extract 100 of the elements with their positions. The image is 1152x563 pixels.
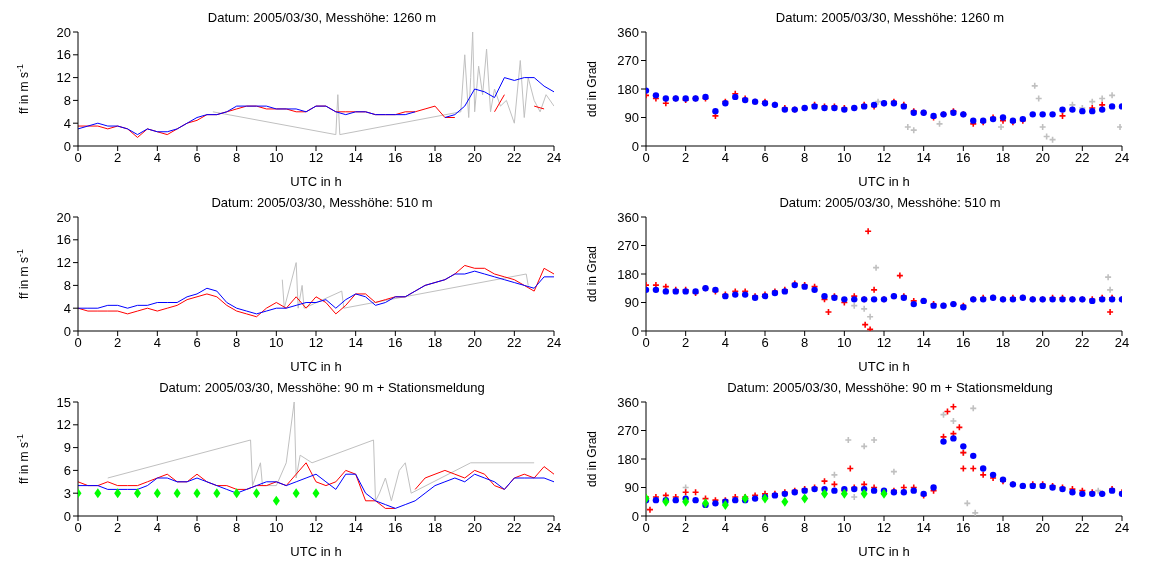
y-tick-label: 90 [624, 480, 639, 496]
y-tick-label: 4 [63, 115, 71, 131]
x-tick-label: 20 [467, 150, 482, 166]
x-tick-label: 4 [153, 520, 161, 536]
y-tick-label: 90 [624, 295, 639, 311]
chart-title: Datum: 2005/03/30, Messhöhe: 90 m + Stationsmeldung [159, 380, 485, 395]
x-tick-label: 18 [427, 520, 443, 536]
x-tick-label: 8 [801, 150, 809, 166]
x-tick-label: 12 [308, 150, 324, 166]
x-tick-label: 2 [114, 520, 122, 536]
x-tick-label: 0 [74, 335, 82, 351]
x-tick-label: 0 [74, 520, 82, 536]
x-tick-label: 16 [956, 150, 971, 166]
y-tick-label: 180 [617, 81, 639, 97]
x-tick-label: 22 [507, 335, 522, 351]
x-tick-label: 24 [1114, 520, 1130, 536]
x-tick-label: 6 [761, 520, 769, 536]
x-tick-label: 20 [467, 335, 482, 351]
y-tick-label: 4 [63, 300, 71, 316]
x-tick-label: 16 [388, 150, 403, 166]
x-tick-label: 20 [467, 520, 482, 536]
x-tick-label: 22 [507, 520, 522, 536]
x-tick-label: 8 [801, 335, 809, 351]
x-tick-label: 14 [916, 335, 931, 351]
x-tick-label: 24 [1114, 150, 1130, 166]
y-tick-label: 8 [63, 93, 71, 109]
x-tick-label: 4 [721, 335, 729, 351]
x-tick-label: 2 [114, 150, 122, 166]
x-tick-label: 8 [801, 520, 809, 536]
x-tick-label: 2 [682, 520, 690, 536]
x-tick-label: 16 [388, 520, 403, 536]
chart-title: Datum: 2005/03/30, Messhöhe: 510 m [779, 195, 1001, 210]
y-tick-label: 360 [617, 394, 639, 410]
x-axis-title: UTC in h [290, 544, 342, 559]
x-tick-label: 22 [1075, 335, 1090, 351]
y-tick-label: 0 [631, 508, 639, 524]
x-tick-label: 4 [721, 520, 729, 536]
y-tick-label: 360 [617, 24, 639, 40]
y-tick-label: 0 [63, 508, 71, 524]
x-axis-title: UTC in h [858, 544, 910, 559]
y-axis-title: dd in Grad [585, 60, 599, 118]
x-tick-label: 18 [995, 520, 1011, 536]
x-tick-label: 6 [761, 335, 769, 351]
y-tick-label: 180 [617, 451, 639, 467]
x-tick-label: 10 [269, 520, 284, 536]
x-tick-label: 14 [916, 150, 931, 166]
chart-title: Datum: 2005/03/30, Messhöhe: 1260 m [775, 10, 1005, 25]
y-tick-label: 20 [56, 24, 71, 40]
x-tick-label: 10 [269, 150, 284, 166]
y-tick-label: 3 [63, 485, 71, 501]
x-tick-label: 4 [153, 150, 161, 166]
y-tick-label: 12 [56, 70, 71, 86]
x-tick-label: 14 [916, 520, 931, 536]
y-tick-label: 0 [63, 138, 71, 154]
x-tick-label: 8 [233, 335, 241, 351]
x-tick-label: 14 [348, 520, 363, 536]
x-tick-label: 0 [642, 520, 650, 536]
x-tick-label: 2 [682, 335, 690, 351]
x-tick-label: 4 [721, 150, 729, 166]
x-tick-label: 6 [193, 150, 201, 166]
y-tick-label: 90 [624, 110, 639, 126]
y-axis-title: dd in Grad [585, 245, 599, 303]
x-tick-label: 4 [153, 335, 161, 351]
x-tick-label: 2 [114, 335, 122, 351]
x-tick-label: 16 [956, 335, 971, 351]
x-tick-label: 16 [956, 520, 971, 536]
x-tick-label: 12 [876, 150, 892, 166]
x-tick-label: 10 [837, 520, 852, 536]
x-tick-label: 20 [1035, 335, 1050, 351]
y-tick-label: 12 [56, 255, 71, 271]
y-axis-title: dd in Grad [585, 430, 599, 488]
x-tick-label: 10 [837, 335, 852, 351]
x-tick-label: 6 [761, 150, 769, 166]
x-tick-label: 22 [1075, 520, 1090, 536]
x-tick-label: 6 [193, 520, 201, 536]
x-tick-label: 0 [74, 150, 82, 166]
x-tick-label: 8 [233, 150, 241, 166]
x-tick-label: 10 [269, 335, 284, 351]
x-axis-title: UTC in h [858, 359, 910, 374]
x-tick-label: 8 [233, 520, 241, 536]
y-tick-label: 16 [56, 47, 71, 63]
x-tick-label: 24 [546, 335, 562, 351]
x-tick-label: 18 [995, 335, 1011, 351]
y-tick-label: 8 [63, 278, 71, 294]
y-tick-label: 270 [617, 238, 639, 254]
x-tick-label: 2 [682, 150, 690, 166]
chart-title: Datum: 2005/03/30, Messhöhe: 1260 m [207, 10, 437, 25]
x-tick-label: 0 [642, 150, 650, 166]
y-tick-label: 12 [56, 417, 71, 433]
x-tick-label: 12 [308, 335, 324, 351]
chart-title: Datum: 2005/03/30, Messhöhe: 510 m [211, 195, 433, 210]
x-tick-label: 22 [1075, 150, 1090, 166]
y-tick-label: 15 [56, 394, 71, 410]
x-axis-title: UTC in h [858, 174, 910, 189]
y-tick-label: 0 [631, 138, 639, 154]
x-tick-label: 24 [546, 150, 562, 166]
x-tick-label: 14 [348, 335, 363, 351]
x-tick-label: 10 [837, 150, 852, 166]
x-tick-label: 18 [995, 150, 1011, 166]
x-tick-label: 12 [876, 335, 892, 351]
